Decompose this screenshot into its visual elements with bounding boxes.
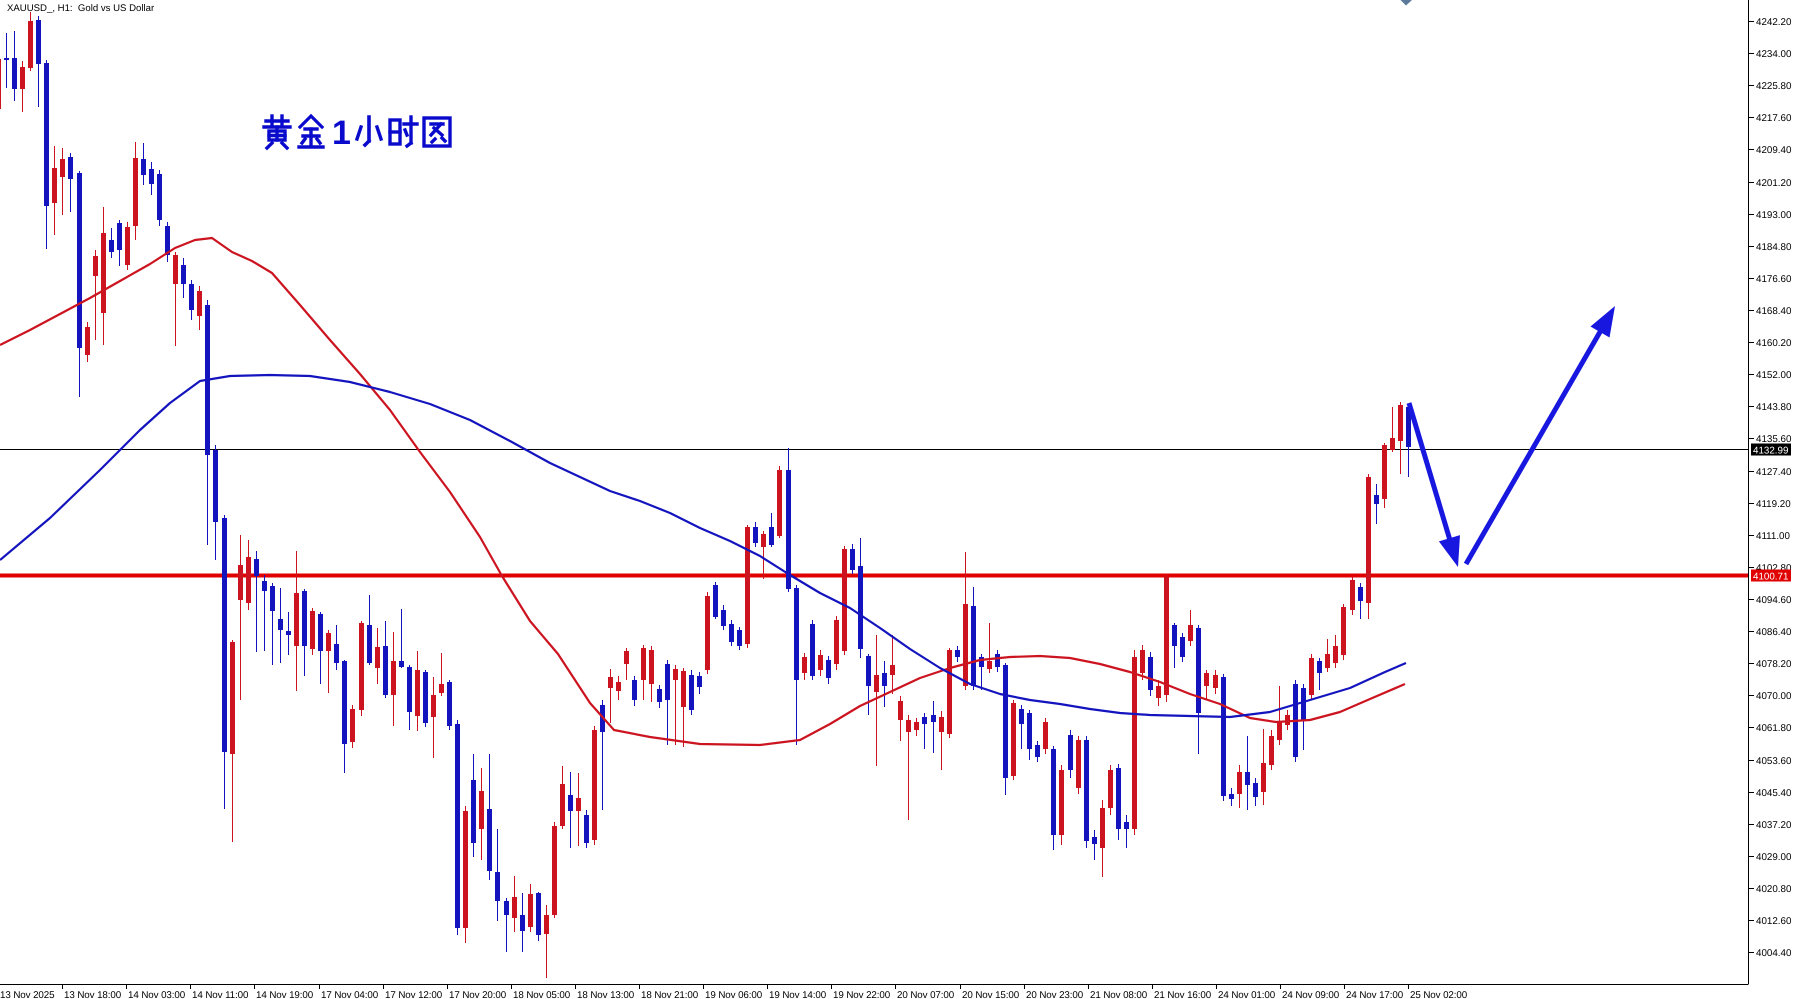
svg-text:24 Nov 01:00: 24 Nov 01:00: [1218, 990, 1276, 999]
svg-text:20 Nov 23:00: 20 Nov 23:00: [1026, 990, 1084, 999]
svg-text:4094.60: 4094.60: [1756, 595, 1792, 606]
svg-text:17 Nov 20:00: 17 Nov 20:00: [449, 990, 507, 999]
svg-text:4132.99: 4132.99: [1753, 446, 1788, 457]
svg-text:4135.60: 4135.60: [1756, 434, 1792, 445]
svg-text:4152.00: 4152.00: [1756, 370, 1792, 381]
svg-text:4037.20: 4037.20: [1756, 820, 1792, 831]
svg-text:4045.40: 4045.40: [1756, 788, 1792, 799]
svg-text:4100.71: 4100.71: [1753, 572, 1788, 583]
svg-text:4070.00: 4070.00: [1756, 691, 1792, 702]
svg-text:4217.60: 4217.60: [1756, 113, 1792, 124]
svg-text:21 Nov 08:00: 21 Nov 08:00: [1090, 990, 1148, 999]
svg-text:14 Nov 19:00: 14 Nov 19:00: [256, 990, 314, 999]
svg-text:21 Nov 16:00: 21 Nov 16:00: [1154, 990, 1212, 999]
svg-text:18 Nov 21:00: 18 Nov 21:00: [641, 990, 699, 999]
svg-text:4225.80: 4225.80: [1756, 81, 1792, 92]
svg-text:19 Nov 14:00: 19 Nov 14:00: [769, 990, 827, 999]
svg-text:4127.40: 4127.40: [1756, 467, 1792, 478]
svg-text:4086.40: 4086.40: [1756, 627, 1792, 638]
svg-text:19 Nov 06:00: 19 Nov 06:00: [705, 990, 763, 999]
svg-text:14 Nov 03:00: 14 Nov 03:00: [128, 990, 186, 999]
svg-text:18 Nov 05:00: 18 Nov 05:00: [513, 990, 571, 999]
svg-text:20 Nov 15:00: 20 Nov 15:00: [962, 990, 1020, 999]
svg-text:4020.80: 4020.80: [1756, 884, 1792, 895]
svg-text:4168.40: 4168.40: [1756, 306, 1792, 317]
svg-text:4176.60: 4176.60: [1756, 274, 1792, 285]
svg-text:18 Nov 13:00: 18 Nov 13:00: [577, 990, 635, 999]
svg-text:4102.80: 4102.80: [1756, 563, 1792, 574]
svg-text:25 Nov 02:00: 25 Nov 02:00: [1410, 990, 1468, 999]
svg-text:17 Nov 04:00: 17 Nov 04:00: [321, 990, 379, 999]
svg-text:20 Nov 07:00: 20 Nov 07:00: [897, 990, 955, 999]
svg-text:13 Nov 2025: 13 Nov 2025: [0, 990, 55, 999]
svg-text:XAUUSD_, H1: Gold vs US Dolla: XAUUSD_, H1: Gold vs US Dollar: [7, 3, 155, 14]
svg-text:4193.00: 4193.00: [1756, 210, 1792, 221]
svg-text:4012.60: 4012.60: [1756, 916, 1792, 927]
svg-text:4184.80: 4184.80: [1756, 242, 1792, 253]
svg-text:4053.60: 4053.60: [1756, 756, 1792, 767]
svg-text:4160.20: 4160.20: [1756, 338, 1792, 349]
svg-text:19 Nov 22:00: 19 Nov 22:00: [833, 990, 891, 999]
svg-text:1: 1: [332, 114, 351, 152]
svg-text:4242.20: 4242.20: [1756, 17, 1792, 28]
svg-text:24 Nov 17:00: 24 Nov 17:00: [1346, 990, 1404, 999]
svg-text:4078.20: 4078.20: [1756, 659, 1792, 670]
svg-text:4209.40: 4209.40: [1756, 145, 1792, 156]
svg-text:4061.80: 4061.80: [1756, 723, 1792, 734]
svg-text:4111.00: 4111.00: [1756, 531, 1791, 542]
svg-text:24 Nov 09:00: 24 Nov 09:00: [1282, 990, 1340, 999]
svg-text:4004.40: 4004.40: [1756, 948, 1792, 959]
svg-text:4234.00: 4234.00: [1756, 49, 1792, 60]
svg-text:4029.00: 4029.00: [1756, 852, 1792, 863]
svg-text:14 Nov 11:00: 14 Nov 11:00: [192, 990, 249, 999]
svg-text:4119.20: 4119.20: [1756, 499, 1791, 510]
svg-text:17 Nov 12:00: 17 Nov 12:00: [385, 990, 443, 999]
svg-text:13 Nov 18:00: 13 Nov 18:00: [64, 990, 122, 999]
svg-text:4143.80: 4143.80: [1756, 402, 1792, 413]
svg-text:4201.20: 4201.20: [1756, 178, 1792, 189]
